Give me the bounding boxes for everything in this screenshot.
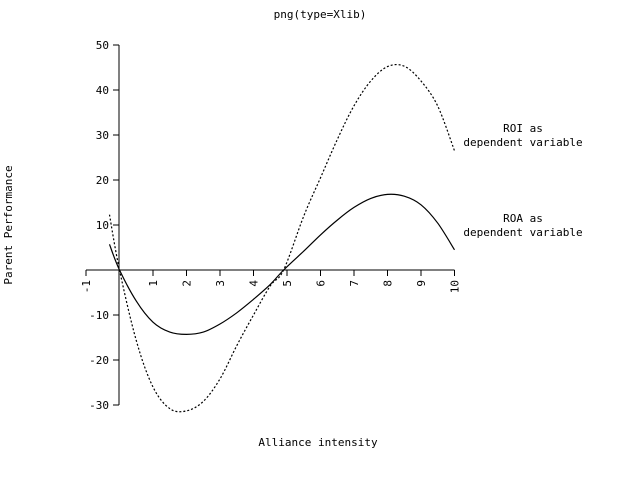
x-tick-label: -1 — [80, 280, 93, 293]
y-axis-label: Parent Performance — [2, 165, 15, 284]
y-tick-label: 40 — [96, 84, 109, 97]
x-tick-label: 10 — [449, 280, 462, 293]
y-tick-label: 20 — [96, 174, 109, 187]
x-tick-label: 6 — [315, 280, 328, 287]
series-lines — [108, 63, 456, 413]
y-tick-label: -10 — [89, 309, 109, 322]
roi-series-label: ROI as — [503, 122, 543, 135]
x-axis-label: Alliance intensity — [258, 436, 378, 449]
roi-series-line — [108, 63, 456, 413]
roi-series-label: dependent variable — [463, 136, 582, 149]
x-tick-label: 4 — [248, 280, 261, 287]
y-tick-label: -30 — [89, 399, 109, 412]
roa-series-label: ROA as — [503, 212, 543, 225]
x-tick-label: 1 — [147, 280, 160, 287]
y-tick-label: -20 — [89, 354, 109, 367]
x-tick-label: 5 — [281, 280, 294, 287]
y-axis: -30 -20 -10 10 20 30 40 50 — [89, 39, 120, 412]
x-tick-label: 7 — [348, 280, 361, 287]
y-tick-label: 10 — [96, 219, 109, 232]
roa-series-label: dependent variable — [463, 226, 582, 239]
x-tick-label: 9 — [415, 280, 428, 287]
y-tick-label: 50 — [96, 39, 109, 52]
chart-title: png(type=Xlib) — [274, 8, 367, 21]
roa-series-line — [108, 193, 456, 336]
x-tick-label: 2 — [181, 280, 194, 287]
x-axis: -1 1 2 3 4 5 6 7 8 9 10 — [80, 269, 462, 293]
y-tick-label: 30 — [96, 129, 109, 142]
x-tick-label: 3 — [214, 280, 227, 287]
x-tick-label: 8 — [382, 280, 395, 287]
